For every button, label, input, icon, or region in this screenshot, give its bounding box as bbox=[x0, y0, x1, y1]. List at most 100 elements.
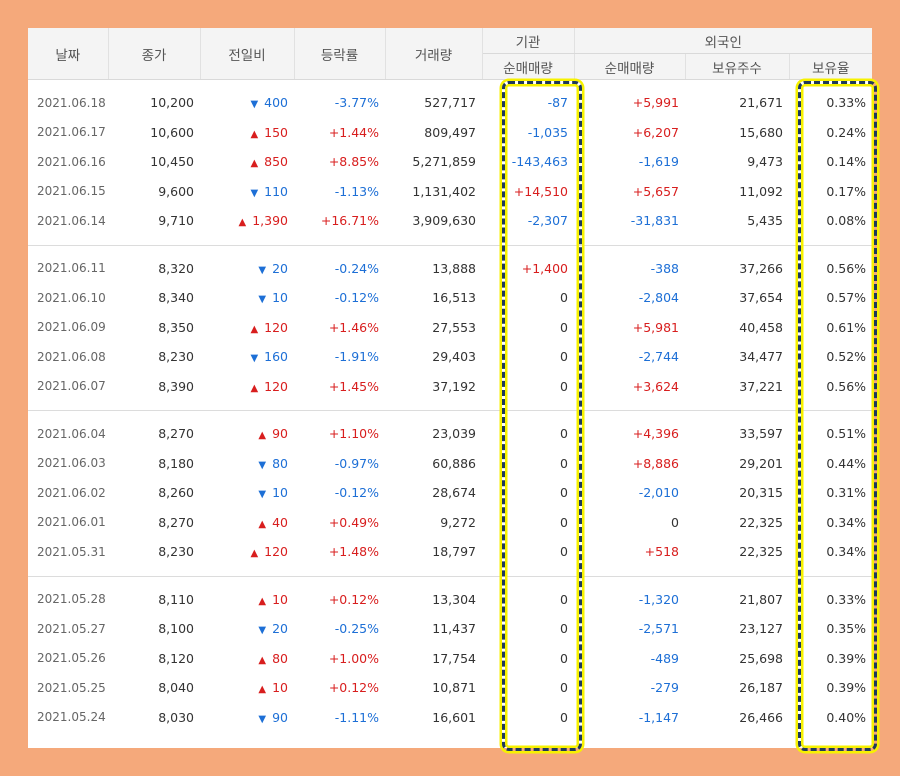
foreign-net-cell: -1,619 bbox=[638, 154, 679, 170]
date-cell: 2021.06.03 bbox=[37, 456, 106, 471]
volume-cell: 13,888 bbox=[432, 260, 476, 276]
foreign-ratio-cell: 0.52% bbox=[826, 349, 867, 365]
foreign-holding-cell: 25,698 bbox=[739, 650, 783, 666]
change-cell: ▲ 120 bbox=[200, 313, 294, 343]
rate-cell: -0.97% bbox=[334, 455, 379, 471]
close-cell: 8,040 bbox=[158, 680, 194, 696]
group-divider bbox=[28, 576, 872, 585]
up-triangle-icon: ▲ bbox=[250, 382, 259, 394]
group-divider bbox=[28, 245, 872, 254]
date-cell: 2021.06.08 bbox=[37, 349, 106, 364]
institution-net-cell: 0 bbox=[560, 349, 568, 365]
volume-cell: 527,717 bbox=[424, 95, 476, 111]
table-row: 2021.06.15 9,600 ▼ 110 -1.13% 1,131,402 +14,51… bbox=[28, 177, 872, 207]
foreign-ratio-cell: 0.34% bbox=[826, 544, 867, 560]
volume-cell: 17,754 bbox=[432, 650, 476, 666]
header-foreign-holding: 보유주수 bbox=[685, 53, 790, 80]
date-cell: 2021.06.02 bbox=[37, 485, 106, 500]
foreign-holding-cell: 26,466 bbox=[739, 709, 783, 725]
foreign-holding-cell: 29,201 bbox=[739, 455, 783, 471]
rate-cell: +1.48% bbox=[328, 544, 379, 560]
down-triangle-icon: ▼ bbox=[250, 353, 259, 365]
header-volume: 거래량 bbox=[385, 28, 483, 80]
table-row: 2021.06.18 10,200 ▼ 400 -3.77% 527,717 -87 +5,9… bbox=[28, 88, 872, 118]
change-cell: ▼ 20 bbox=[200, 254, 294, 284]
change-cell: ▼ 110 bbox=[200, 177, 294, 207]
down-triangle-icon: ▼ bbox=[258, 489, 267, 501]
close-cell: 10,200 bbox=[150, 95, 194, 111]
date-cell: 2021.06.16 bbox=[37, 154, 106, 169]
rate-cell: +1.46% bbox=[328, 319, 379, 335]
close-cell: 8,030 bbox=[158, 709, 194, 725]
table-row: 2021.06.07 8,390 ▲ 120 +1.45% 37,192 0 +3,624 37… bbox=[28, 372, 872, 402]
change-cell: ▲ 150 bbox=[200, 118, 294, 148]
foreign-net-cell: -2,010 bbox=[638, 485, 679, 501]
rate-cell: -1.13% bbox=[334, 183, 379, 199]
change-cell: ▼ 20 bbox=[200, 614, 294, 644]
foreign-ratio-cell: 0.56% bbox=[826, 378, 867, 394]
date-cell: 2021.06.11 bbox=[37, 261, 106, 276]
date-cell: 2021.06.04 bbox=[37, 426, 106, 441]
rate-cell: +1.10% bbox=[328, 426, 379, 442]
foreign-ratio-cell: 0.31% bbox=[826, 485, 867, 501]
change-value: 10 bbox=[272, 290, 288, 306]
foreign-holding-cell: 9,473 bbox=[747, 154, 783, 170]
header-institution: 기관 bbox=[482, 28, 575, 54]
close-cell: 8,340 bbox=[158, 290, 194, 306]
institution-net-cell: +14,510 bbox=[513, 183, 568, 199]
foreign-net-cell: +3,624 bbox=[632, 378, 679, 394]
institution-net-cell: 0 bbox=[560, 544, 568, 560]
date-cell: 2021.06.07 bbox=[37, 379, 106, 394]
rate-cell: -1.91% bbox=[334, 349, 379, 365]
foreign-net-cell: +518 bbox=[644, 544, 679, 560]
table-row: 2021.06.17 10,600 ▲ 150 +1.44% 809,497 -1,035 +… bbox=[28, 118, 872, 148]
foreign-ratio-highlight bbox=[798, 81, 877, 751]
institution-net-cell: 0 bbox=[560, 514, 568, 530]
table-row: 2021.06.04 8,270 ▲ 90 +1.10% 23,039 0 +4,396 33,… bbox=[28, 419, 872, 449]
up-triangle-icon: ▲ bbox=[250, 128, 259, 140]
change-value: 90 bbox=[272, 426, 288, 442]
rate-cell: +1.44% bbox=[328, 124, 379, 140]
institution-net-cell: +1,400 bbox=[521, 260, 568, 276]
rate-cell: -0.12% bbox=[334, 485, 379, 501]
down-triangle-icon: ▼ bbox=[258, 625, 267, 637]
close-cell: 8,320 bbox=[158, 260, 194, 276]
rate-cell: +0.12% bbox=[328, 591, 379, 607]
rate-cell: +0.12% bbox=[328, 680, 379, 696]
close-cell: 8,110 bbox=[158, 591, 194, 607]
table-row: 2021.06.10 8,340 ▼ 10 -0.12% 16,513 0 -2,804 37,… bbox=[28, 283, 872, 313]
volume-cell: 23,039 bbox=[432, 426, 476, 442]
foreign-holding-cell: 40,458 bbox=[739, 319, 783, 335]
institution-net-cell: -2,307 bbox=[527, 213, 568, 229]
volume-cell: 1,131,402 bbox=[412, 183, 476, 199]
up-triangle-icon: ▲ bbox=[258, 430, 267, 442]
institution-net-cell: 0 bbox=[560, 680, 568, 696]
table-row: 2021.06.02 8,260 ▼ 10 -0.12% 28,674 0 -2,010 20,… bbox=[28, 478, 872, 508]
volume-cell: 27,553 bbox=[432, 319, 476, 335]
volume-cell: 16,601 bbox=[432, 709, 476, 725]
change-cell: ▼ 90 bbox=[200, 703, 294, 733]
foreign-ratio-cell: 0.39% bbox=[826, 650, 867, 666]
foreign-net-cell: 0 bbox=[671, 514, 679, 530]
date-cell: 2021.06.18 bbox=[37, 95, 106, 110]
foreign-ratio-cell: 0.08% bbox=[826, 213, 867, 229]
foreign-ratio-cell: 0.57% bbox=[826, 290, 867, 306]
table-row: 2021.05.25 8,040 ▲ 10 +0.12% 10,871 0 -279 26,18… bbox=[28, 673, 872, 703]
volume-cell: 29,403 bbox=[432, 349, 476, 365]
volume-cell: 11,437 bbox=[432, 621, 476, 637]
foreign-holding-cell: 15,680 bbox=[739, 124, 783, 140]
up-triangle-icon: ▲ bbox=[250, 548, 259, 560]
up-triangle-icon: ▲ bbox=[238, 217, 247, 229]
foreign-ratio-cell: 0.35% bbox=[826, 621, 867, 637]
institution-net-cell: 0 bbox=[560, 290, 568, 306]
group-divider bbox=[28, 411, 872, 420]
group-divider bbox=[28, 401, 873, 411]
date-cell: 2021.06.14 bbox=[37, 213, 106, 228]
foreign-holding-cell: 37,654 bbox=[739, 290, 783, 306]
close-cell: 8,100 bbox=[158, 621, 194, 637]
foreign-net-cell: -1,147 bbox=[638, 709, 679, 725]
change-cell: ▲ 850 bbox=[200, 147, 294, 177]
institution-net-cell: -87 bbox=[547, 95, 568, 111]
change-value: 400 bbox=[264, 95, 288, 111]
header-foreign-net: 순매매량 bbox=[574, 53, 686, 80]
